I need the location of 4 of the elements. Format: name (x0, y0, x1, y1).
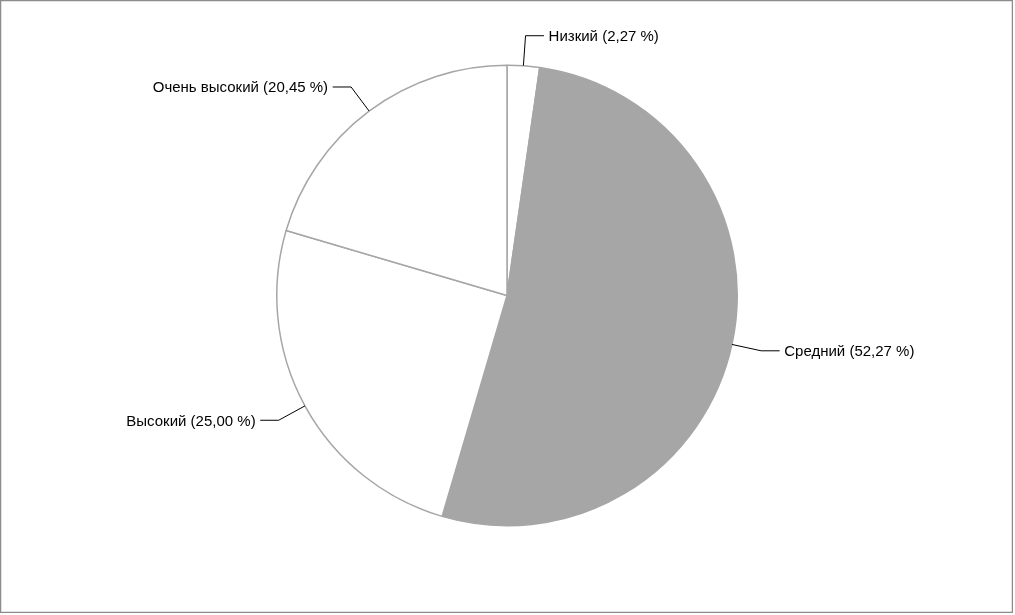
slice-label: Высокий (25,00 %) (126, 411, 256, 429)
slice-label: Средний (52,27 %) (784, 342, 915, 360)
slice-label: Очень высокий (20,45 %) (152, 78, 329, 96)
slice-label: Низкий (2,27 %) (548, 27, 659, 45)
